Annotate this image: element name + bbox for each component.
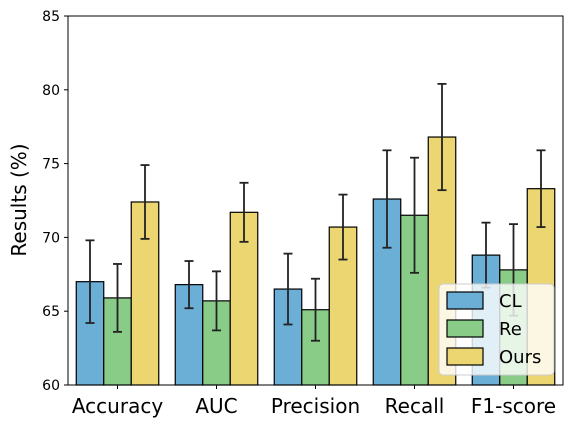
error-bar-cl-accuracy — [85, 239, 95, 324]
error-bar-ours-recall — [437, 82, 447, 192]
error-bar-re-accuracy — [113, 263, 122, 333]
legend-label-cl: CL — [499, 291, 522, 312]
error-bar-re-recall — [410, 156, 419, 274]
error-bar-re-precision — [311, 277, 320, 342]
error-bar-cl-recall — [382, 149, 392, 249]
x-tick-label-recall: Recall — [385, 394, 445, 418]
x-tick-label-f1-score: F1-score — [471, 394, 556, 418]
y-tick-label-70: 70 — [42, 230, 60, 246]
error-bar-cl-precision — [283, 252, 293, 326]
y-tick-label-85: 85 — [42, 9, 60, 25]
x-tick-label-accuracy: Accuracy — [72, 394, 163, 418]
x-axis: Accuracy AUC Precision Recall F1-score — [72, 385, 556, 418]
error-bar-re-auc — [212, 270, 221, 332]
legend-label-ours: Ours — [499, 347, 541, 368]
y-tick-label-60: 60 — [42, 378, 60, 394]
legend-swatch-cl — [446, 291, 484, 310]
y-axis: 60 65 70 75 80 85 — [42, 9, 68, 394]
y-tick-label-80: 80 — [42, 83, 60, 99]
error-bar-ours-auc — [239, 181, 249, 243]
x-tick-label-auc: AUC — [195, 394, 237, 418]
legend-item-re: Re — [446, 319, 522, 340]
x-tick-label-precision: Precision — [271, 394, 360, 418]
error-bar-ours-f1-score — [536, 149, 546, 228]
legend-label-re: Re — [499, 319, 522, 340]
legend-item-ours: Ours — [446, 347, 541, 368]
legend-swatch-ours — [446, 347, 484, 366]
y-axis-label: Results (%) — [7, 143, 31, 256]
y-tick-label-65: 65 — [42, 304, 60, 320]
y-tick-label-75: 75 — [42, 157, 60, 173]
error-bar-ours-precision — [338, 193, 348, 261]
legend-item-cl: CL — [446, 291, 522, 312]
error-bar-cl-auc — [184, 260, 194, 310]
legend: CL Re Ours — [438, 283, 555, 376]
error-bar-ours-accuracy — [140, 164, 150, 240]
legend-swatch-re — [446, 319, 484, 338]
